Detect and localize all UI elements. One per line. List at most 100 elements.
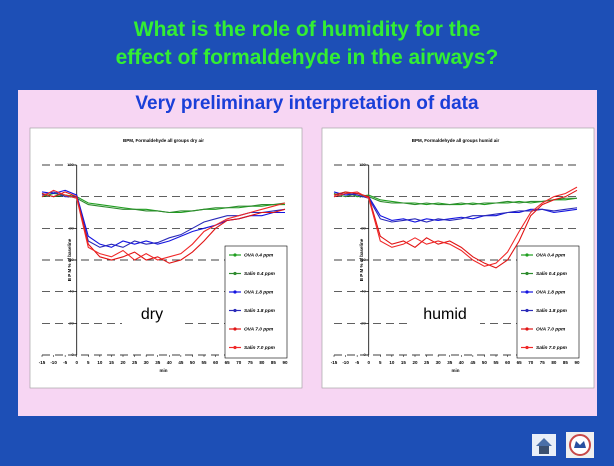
series-line <box>333 189 578 269</box>
x-tick-label: 25 <box>132 360 138 365</box>
legend-label: Salin 1.8 ppm <box>244 308 276 314</box>
legend-label: Salin 1.8 ppm <box>536 308 568 314</box>
series-line <box>333 192 577 206</box>
x-tick-label: 40 <box>167 360 173 365</box>
icon-home[interactable] <box>532 434 556 456</box>
x-tick-label: 60 <box>213 360 219 365</box>
y-tick-label: 60 <box>69 257 74 262</box>
x-tick-label: 25 <box>424 360 430 365</box>
x-tick-label: 75 <box>540 360 546 365</box>
y-tick-label: 60 <box>361 257 366 262</box>
icon-logo-crown <box>574 441 586 448</box>
legend-label: OVA 7.0 ppm <box>244 326 274 332</box>
legend-marker <box>525 290 529 294</box>
x-tick-label: 45 <box>178 360 184 365</box>
chart-title: BPM, Formaldehyde all groups humid air <box>412 138 500 143</box>
legend-label: OVA 0.4 ppm <box>244 252 274 258</box>
x-tick-label: 75 <box>248 360 254 365</box>
legend-box <box>224 245 288 359</box>
x-tick-label: 10 <box>389 360 395 365</box>
annotation-bg <box>410 304 480 324</box>
x-tick-label: 30 <box>144 360 150 365</box>
legend-label: OVA 1.8 ppm <box>244 289 274 295</box>
legend-label: Salin 7.0 ppm <box>536 345 568 351</box>
x-tick-label: 90 <box>574 360 580 365</box>
x-tick-label: 20 <box>120 360 126 365</box>
annotation: dry <box>141 306 163 323</box>
y-tick-label: 20 <box>361 320 366 325</box>
annotation-bg <box>122 304 182 324</box>
x-tick-label: 50 <box>190 360 196 365</box>
x-tick-label: 30 <box>436 360 442 365</box>
icon-home-roof <box>536 438 552 446</box>
x-tick-label: -10 <box>50 360 57 365</box>
x-tick-label: 80 <box>551 360 557 365</box>
x-tick-label: 85 <box>563 360 569 365</box>
icon-logo[interactable] <box>566 432 594 458</box>
chart-title: BPM, Formaldehyde all groups dry air <box>123 138 204 143</box>
x-axis-label: min <box>451 368 459 373</box>
legend-marker <box>233 253 237 257</box>
slide-subtitle: Very preliminary interpretation of data <box>135 93 479 114</box>
series-line <box>333 191 578 223</box>
x-tick-label: -5 <box>63 360 67 365</box>
x-tick-label: 10 <box>97 360 103 365</box>
x-tick-label: 0 <box>367 360 370 365</box>
x-tick-label: 65 <box>225 360 231 365</box>
legend-marker <box>525 271 529 276</box>
x-tick-label: 35 <box>447 360 453 365</box>
x-tick-label: 45 <box>470 360 476 365</box>
y-tick-label: 40 <box>361 289 366 294</box>
x-tick-label: 70 <box>236 360 242 365</box>
series-line <box>333 186 578 267</box>
series-line <box>333 191 578 206</box>
y-tick-label: 80 <box>361 225 366 230</box>
legend-label: OVA 0.4 ppm <box>536 252 566 258</box>
x-tick-label: 55 <box>201 360 207 365</box>
x-tick-label: 5 <box>87 360 90 365</box>
legend-marker <box>525 345 529 350</box>
legend-box <box>516 245 580 359</box>
legend-marker <box>525 253 529 257</box>
legend-label: Salin 0.4 ppm <box>536 271 568 277</box>
legend-marker <box>525 327 529 331</box>
x-tick-label: 5 <box>379 360 382 365</box>
y-tick-label: 40 <box>69 289 74 294</box>
x-tick-label: 15 <box>109 360 115 365</box>
legend-marker <box>525 308 529 313</box>
legend-label: Salin 0.4 ppm <box>244 271 276 277</box>
x-tick-label: 65 <box>517 360 523 365</box>
y-tick-label: 120 <box>67 162 74 167</box>
x-tick-label: -15 <box>39 360 46 365</box>
x-tick-label: 35 <box>155 360 161 365</box>
x-axis-label: min <box>159 368 167 373</box>
legend-marker <box>233 345 237 350</box>
icon-home-body <box>539 446 549 454</box>
x-tick-label: 50 <box>482 360 488 365</box>
series-line <box>41 192 286 214</box>
y-tick-label: 20 <box>69 320 74 325</box>
x-tick-label: 85 <box>271 360 277 365</box>
annotation: humid <box>423 306 467 323</box>
y-tick-label: 0 <box>363 352 366 357</box>
legend-marker <box>233 327 237 331</box>
legend-label: Salin 7.0 ppm <box>244 345 276 351</box>
x-tick-label: -5 <box>355 360 359 365</box>
y-axis-label: B P M % of baseline <box>67 238 72 281</box>
x-tick-label: 40 <box>459 360 465 365</box>
x-tick-label: 60 <box>505 360 511 365</box>
x-tick-label: 70 <box>528 360 534 365</box>
x-tick-label: 90 <box>282 360 288 365</box>
x-tick-label: 20 <box>412 360 418 365</box>
y-tick-label: 120 <box>359 162 366 167</box>
x-tick-label: -15 <box>331 360 338 365</box>
y-tick-label: 80 <box>69 225 74 230</box>
x-tick-label: -10 <box>342 360 349 365</box>
legend-label: OVA 7.0 ppm <box>536 326 566 332</box>
legend-label: OVA 1.8 ppm <box>536 289 566 295</box>
series-line <box>41 189 286 261</box>
x-tick-label: 15 <box>401 360 407 365</box>
x-tick-label: 0 <box>75 360 78 365</box>
legend-marker <box>233 271 237 276</box>
